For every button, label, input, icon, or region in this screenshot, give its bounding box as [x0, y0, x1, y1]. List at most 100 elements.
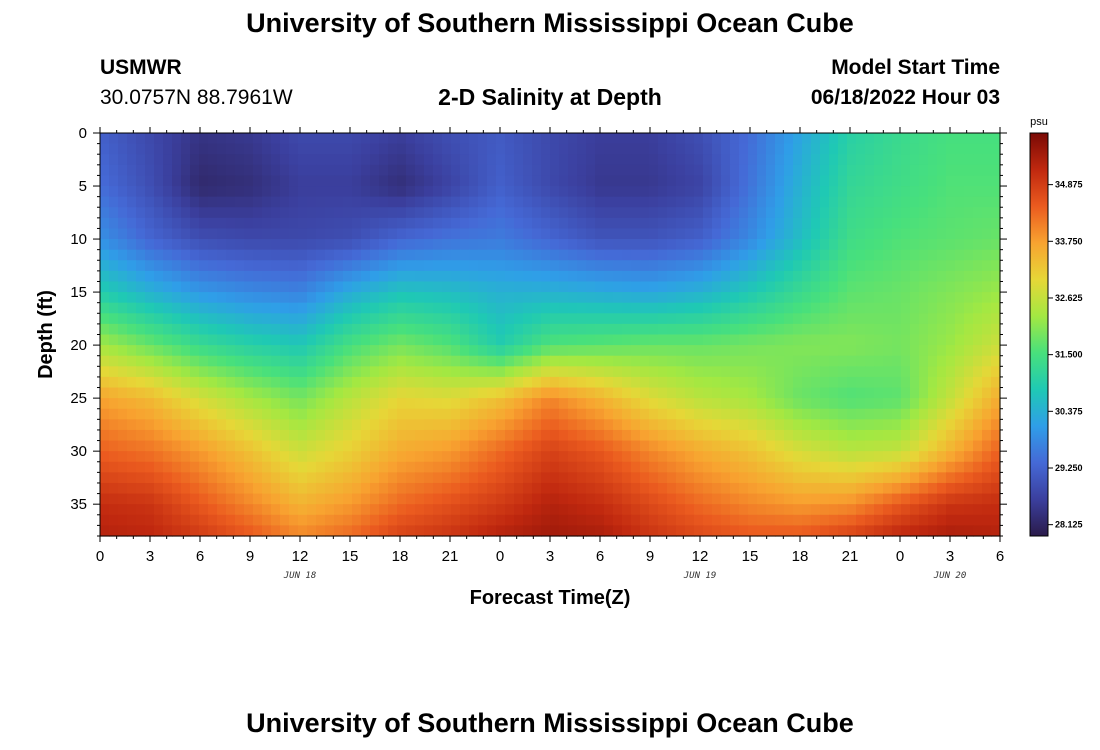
- heatmap-cell: [568, 451, 578, 463]
- heatmap-cell: [370, 133, 380, 145]
- heatmap-cell: [703, 440, 713, 452]
- heatmap-cell: [775, 345, 785, 357]
- heatmap-cell: [766, 355, 776, 367]
- heatmap-cell: [190, 504, 200, 516]
- heatmap-cell: [136, 461, 146, 473]
- heatmap-cell: [487, 270, 497, 283]
- heatmap-cell: [325, 175, 335, 187]
- heatmap-cell: [676, 270, 686, 283]
- heatmap-cell: [802, 323, 812, 336]
- heatmap-cell: [523, 355, 533, 367]
- heatmap-cell: [514, 493, 524, 505]
- heatmap-cell: [667, 408, 677, 420]
- heatmap-cell: [316, 270, 326, 283]
- heatmap-cell: [523, 504, 533, 516]
- heatmap-cell: [667, 207, 677, 219]
- heatmap-cell: [235, 143, 245, 155]
- heatmap-cell: [577, 493, 587, 505]
- heatmap-cell: [190, 366, 200, 378]
- heatmap-cell: [937, 408, 947, 420]
- heatmap-cell: [181, 525, 191, 537]
- heatmap-cell: [127, 175, 137, 187]
- heatmap-cell: [883, 154, 893, 166]
- heatmap-cell: [748, 154, 758, 166]
- heatmap-cell: [379, 302, 389, 314]
- heatmap-cell: [397, 514, 407, 526]
- heatmap-cell: [433, 514, 443, 526]
- heatmap-cell: [199, 186, 209, 198]
- heatmap-cell: [136, 429, 146, 442]
- heatmap-cell: [127, 196, 137, 208]
- heatmap-cell: [631, 196, 641, 208]
- heatmap-cell: [622, 133, 632, 145]
- heatmap-cell: [370, 143, 380, 155]
- heatmap-cell: [235, 186, 245, 198]
- heatmap-cell: [442, 451, 452, 463]
- heatmap-cell: [748, 217, 758, 230]
- heatmap-cell: [478, 323, 488, 336]
- heatmap-cell: [370, 461, 380, 473]
- heatmap-cell: [523, 249, 533, 261]
- heatmap-cell: [649, 525, 659, 537]
- heatmap-cell: [991, 292, 1001, 304]
- heatmap-cell: [820, 154, 830, 166]
- heatmap-cell: [415, 217, 425, 230]
- heatmap-cell: [757, 217, 767, 230]
- heatmap-cell: [586, 228, 596, 240]
- heatmap-cell: [181, 260, 191, 272]
- heatmap-cell: [379, 376, 389, 389]
- heatmap-cell: [991, 355, 1001, 367]
- heatmap-cell: [505, 525, 515, 537]
- heatmap-cell: [442, 419, 452, 431]
- heatmap-cell: [118, 186, 128, 198]
- heatmap-cell: [766, 164, 776, 177]
- heatmap-cell: [325, 419, 335, 431]
- heatmap-cell: [703, 334, 713, 346]
- heatmap-cell: [982, 228, 992, 240]
- heatmap-cell: [298, 355, 308, 367]
- heatmap-cell: [685, 408, 695, 420]
- heatmap-cell: [271, 207, 281, 219]
- heatmap-cell: [622, 366, 632, 378]
- heatmap-cell: [766, 419, 776, 431]
- heatmap-cell: [874, 270, 884, 283]
- heatmap-cell: [253, 154, 263, 166]
- heatmap-cell: [901, 376, 911, 389]
- heatmap-cell: [856, 292, 866, 304]
- heatmap-cell: [352, 164, 362, 177]
- heatmap-cell: [676, 133, 686, 145]
- heatmap-cell: [361, 270, 371, 283]
- heatmap-cell: [865, 525, 875, 537]
- heatmap-cell: [469, 482, 479, 495]
- heatmap-cell: [235, 228, 245, 240]
- heatmap-cell: [901, 133, 911, 145]
- heatmap-cell: [892, 514, 902, 526]
- heatmap-cell: [676, 323, 686, 336]
- heatmap-cell: [973, 472, 983, 484]
- heatmap-cell: [955, 313, 965, 325]
- heatmap-cell: [946, 175, 956, 187]
- heatmap-cell: [271, 228, 281, 240]
- heatmap-cell: [316, 334, 326, 346]
- heatmap-cell: [919, 249, 929, 261]
- heatmap-cell: [316, 440, 326, 452]
- heatmap-cell: [937, 419, 947, 431]
- heatmap-cell: [172, 281, 182, 293]
- heatmap-cell: [307, 196, 317, 208]
- heatmap-cell: [298, 334, 308, 346]
- heatmap-cell: [694, 302, 704, 314]
- heatmap-cell: [856, 355, 866, 367]
- heatmap-cell: [757, 239, 767, 251]
- heatmap-cell: [964, 260, 974, 272]
- heatmap-cell: [901, 429, 911, 442]
- heatmap-cell: [370, 514, 380, 526]
- heatmap-cell: [955, 207, 965, 219]
- heatmap-cell: [280, 217, 290, 230]
- heatmap-cell: [649, 387, 659, 399]
- heatmap-cell: [289, 281, 299, 293]
- heatmap-cell: [649, 196, 659, 208]
- heatmap-cell: [559, 323, 569, 336]
- heatmap-cell: [559, 398, 569, 410]
- heatmap-cell: [928, 186, 938, 198]
- heatmap-cell: [289, 440, 299, 452]
